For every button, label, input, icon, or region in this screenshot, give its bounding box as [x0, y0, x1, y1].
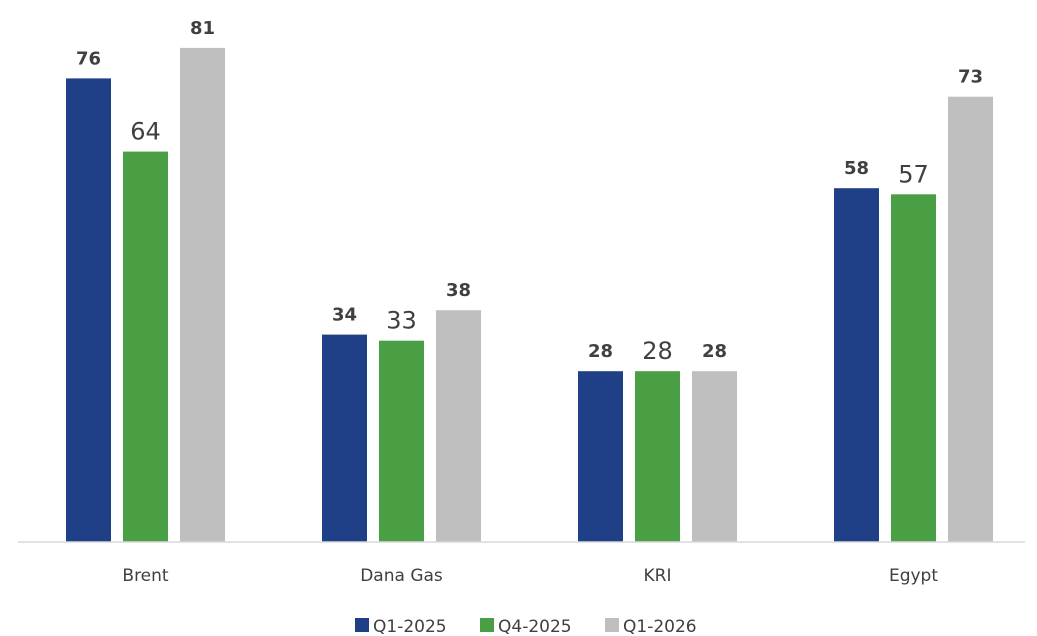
- bar-egypt-q1-2026: [948, 96, 993, 542]
- category-labels-layer: Brent Dana Gas KRI Egypt: [122, 566, 938, 586]
- bar-dana-gas-q4-2025: [379, 340, 424, 542]
- bar-kri-q4-2025: [635, 371, 680, 542]
- category-label-egypt: Egypt: [889, 566, 938, 586]
- legend-label-q1-2025: Q1-2025: [373, 617, 447, 636]
- legend-swatch-q4-2025: [480, 618, 494, 632]
- bar-brent-q1-2026: [180, 47, 225, 543]
- value-label-egypt-q1-2025: 58: [844, 158, 869, 179]
- category-label-brent: Brent: [122, 566, 169, 586]
- value-label-kri-q4-2025: 28: [642, 337, 673, 365]
- value-label-kri-q1-2025: 28: [588, 341, 613, 362]
- value-labels-layer: 76 64 81 34 33 38 28 28 28 58 57 73: [76, 18, 983, 365]
- legend-swatch-q1-2025: [355, 618, 369, 632]
- value-label-egypt-q4-2025: 57: [898, 160, 929, 188]
- bar-dana-gas-q1-2025: [322, 334, 367, 542]
- legend-label-q4-2025: Q4-2025: [498, 617, 572, 636]
- value-label-egypt-q1-2026: 73: [958, 67, 983, 88]
- value-label-dana-gas-q4-2025: 33: [386, 307, 417, 335]
- bar-egypt-q4-2025: [891, 194, 936, 543]
- value-label-brent-q1-2026: 81: [190, 18, 215, 39]
- value-label-dana-gas-q1-2026: 38: [446, 280, 471, 301]
- bars-layer: [66, 47, 993, 543]
- category-label-kri: KRI: [644, 566, 672, 586]
- legend-label-q1-2026: Q1-2026: [623, 617, 697, 636]
- bar-kri-q1-2025: [578, 371, 623, 542]
- category-label-dana-gas: Dana Gas: [360, 566, 443, 586]
- bar-brent-q4-2025: [123, 151, 168, 542]
- value-label-brent-q1-2025: 76: [76, 48, 101, 69]
- bar-egypt-q1-2025: [834, 188, 879, 542]
- value-label-dana-gas-q1-2025: 34: [332, 305, 357, 326]
- bar-dana-gas-q1-2026: [436, 310, 481, 542]
- value-label-brent-q4-2025: 64: [130, 118, 161, 146]
- legend: Q1-2025 Q4-2025 Q1-2026: [355, 617, 697, 636]
- legend-swatch-q1-2026: [605, 618, 619, 632]
- value-label-kri-q1-2026: 28: [702, 341, 727, 362]
- bar-kri-q1-2026: [692, 371, 737, 542]
- bar-brent-q1-2025: [66, 78, 111, 543]
